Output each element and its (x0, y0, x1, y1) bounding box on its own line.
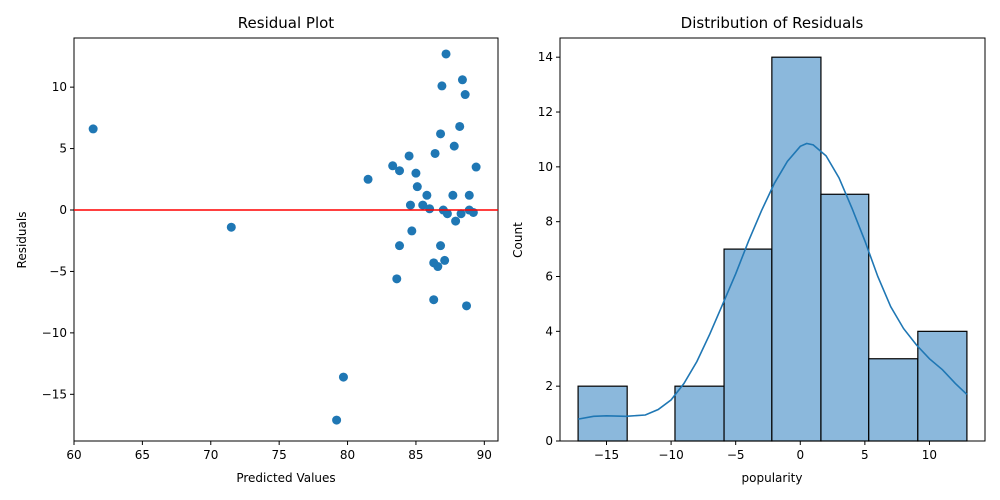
residual-point (441, 49, 451, 59)
residual-plot-y-tick-label: 0 (59, 203, 67, 217)
residual-plot-y-tick-label: −10 (42, 326, 67, 340)
histogram-y-tick-label: 2 (545, 379, 553, 393)
residual-point (429, 295, 439, 305)
residual-point (442, 209, 452, 219)
residual-plot-x-tick-label: 90 (477, 448, 492, 462)
histogram-xlabel: popularity (742, 471, 803, 485)
histogram-x-tick-label: −10 (658, 448, 683, 462)
residual-point (436, 129, 446, 139)
residual-point (412, 182, 422, 192)
residual-plot-x-tick-label: 70 (203, 448, 218, 462)
residual-plot-axes-frame (73, 37, 499, 442)
histogram-ylabel: Count (511, 222, 525, 258)
residual-plot-y-tick-label: 5 (59, 142, 67, 156)
residual-point (425, 204, 435, 214)
residual-point (388, 161, 398, 171)
residual-plot-y-tick-label: −5 (49, 264, 67, 278)
residual-point (464, 190, 474, 200)
kde-curve (577, 142, 968, 420)
residual-point (448, 190, 458, 200)
residual-plot-x-tick-label: 75 (272, 448, 287, 462)
residual-point (460, 90, 470, 100)
residual-point (456, 209, 466, 219)
residual-plot-ylabel: Residuals (15, 212, 29, 269)
residual-plot-x-tick-label: 60 (66, 448, 81, 462)
residual-plot-xlabel: Predicted Values (236, 471, 335, 485)
residual-point (226, 222, 236, 232)
histogram-bar (868, 358, 919, 442)
residual-point (338, 372, 348, 382)
residual-plot-x-tick-label: 65 (135, 448, 150, 462)
residual-point (437, 81, 447, 91)
histogram-y-tick-label: 6 (545, 270, 553, 284)
residual-point (332, 415, 342, 425)
histogram-bar (723, 248, 773, 442)
histogram-y-tick-label: 8 (545, 215, 553, 229)
residual-point (411, 168, 421, 178)
residual-point (440, 255, 450, 265)
histogram-bar (820, 193, 870, 442)
histogram-bar (577, 385, 628, 442)
residual-plot-y-tick-label: −15 (42, 387, 67, 401)
residual-point (392, 274, 402, 284)
residual-plot-area: 60 65 70 75 80 85 90 −15 −10 −5 0 5 10 (42, 37, 499, 462)
histogram-x-tick-label: −15 (594, 448, 619, 462)
residual-point (407, 226, 417, 236)
histogram-axes-frame (559, 37, 986, 442)
residual-point (430, 148, 440, 158)
residual-point (436, 241, 446, 251)
histogram-title: Distribution of Residuals (681, 14, 864, 32)
residual-plot-title: Residual Plot (238, 14, 335, 32)
residual-plot-panel: Residual Plot 60 65 70 75 80 85 90 −15 −10 −5 0 5 10… (15, 14, 499, 485)
histogram-y-tick-label: 14 (538, 50, 553, 64)
residual-point (422, 190, 432, 200)
residual-point (451, 216, 461, 226)
residual-point (418, 200, 428, 210)
residual-point (462, 301, 472, 311)
residual-plot-y-tick-label: 10 (52, 80, 67, 94)
residual-plot-x-tick-label: 85 (408, 448, 423, 462)
histogram-y-tick-label: 12 (538, 105, 553, 119)
histogram-x-tick-label: 10 (922, 448, 937, 462)
histogram-bar (917, 330, 968, 442)
residual-point (363, 174, 373, 184)
histogram-y-tick-label: 10 (538, 160, 553, 174)
histogram-bar (771, 56, 822, 442)
residual-plot-x-tick-label: 80 (340, 448, 355, 462)
residual-histogram-panel: Distribution of Residuals −15 −10 −5 0 5 10 0 2… (511, 14, 986, 485)
histogram-x-tick-label: 0 (796, 448, 804, 462)
residual-point (405, 200, 415, 210)
residual-point (449, 141, 459, 151)
residual-point (455, 121, 465, 131)
histogram-bar (674, 385, 725, 442)
histogram-area: −15 −10 −5 0 5 10 0 2 4 6 8 10 12 14 (538, 37, 986, 462)
residual-point (395, 241, 405, 251)
residual-point (395, 166, 405, 176)
residual-point (88, 124, 98, 134)
histogram-y-tick-label: 0 (545, 434, 553, 448)
histogram-x-tick-label: −5 (727, 448, 745, 462)
residual-point (433, 262, 443, 272)
histogram-x-tick-label: 5 (861, 448, 869, 462)
residual-point (404, 151, 414, 161)
residual-point (457, 75, 467, 85)
histogram-y-tick-label: 4 (545, 324, 553, 338)
residual-point (471, 162, 481, 172)
